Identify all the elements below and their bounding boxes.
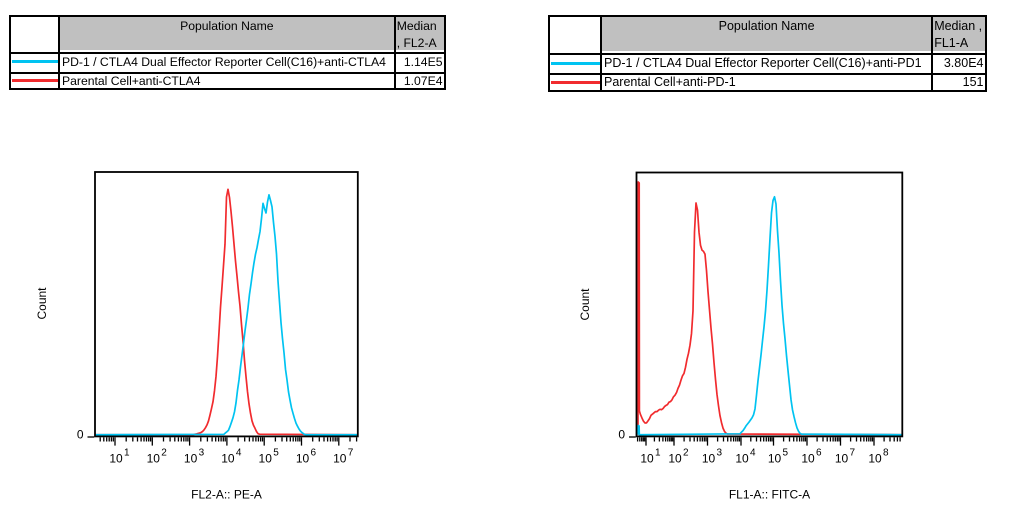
svg-text:4: 4	[750, 448, 756, 459]
svg-text:10: 10	[768, 452, 782, 466]
svg-text:10: 10	[735, 452, 749, 466]
svg-text:FL2-A:: PE-A: FL2-A:: PE-A	[191, 488, 262, 502]
svg-text:10: 10	[109, 452, 123, 466]
svg-text:4: 4	[236, 448, 242, 459]
svg-text:7: 7	[348, 448, 354, 459]
svg-text:10: 10	[640, 452, 654, 466]
svg-text:0: 0	[77, 427, 84, 441]
svg-text:2: 2	[161, 448, 167, 459]
svg-text:10: 10	[296, 452, 310, 466]
svg-text:10: 10	[868, 452, 882, 466]
svg-text:8: 8	[883, 448, 889, 459]
svg-text:10: 10	[221, 452, 235, 466]
svg-text:2: 2	[683, 448, 689, 459]
svg-text:1: 1	[655, 448, 661, 459]
svg-text:6: 6	[311, 448, 317, 459]
svg-text:Count: Count	[578, 288, 592, 321]
svg-text:3: 3	[717, 448, 723, 459]
svg-text:3: 3	[199, 448, 205, 459]
svg-text:FL1-A:: FITC-A: FL1-A:: FITC-A	[729, 488, 810, 502]
svg-text:1: 1	[124, 448, 130, 459]
svg-text:10: 10	[668, 452, 682, 466]
svg-text:10: 10	[835, 452, 849, 466]
svg-text:10: 10	[702, 452, 716, 466]
svg-text:5: 5	[783, 448, 789, 459]
svg-text:10: 10	[333, 452, 347, 466]
svg-text:7: 7	[850, 448, 856, 459]
svg-text:10: 10	[801, 452, 815, 466]
svg-text:0: 0	[618, 427, 625, 441]
svg-text:10: 10	[259, 452, 273, 466]
svg-text:6: 6	[816, 448, 822, 459]
svg-text:5: 5	[273, 448, 279, 459]
svg-text:10: 10	[184, 452, 198, 466]
svg-text:Count: Count	[35, 287, 49, 320]
svg-text:10: 10	[147, 452, 161, 466]
